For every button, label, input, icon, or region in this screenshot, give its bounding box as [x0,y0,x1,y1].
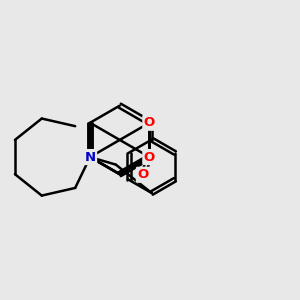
Text: N: N [85,151,96,164]
Text: O: O [137,168,148,181]
Text: O: O [144,151,155,164]
Text: O: O [144,116,155,129]
